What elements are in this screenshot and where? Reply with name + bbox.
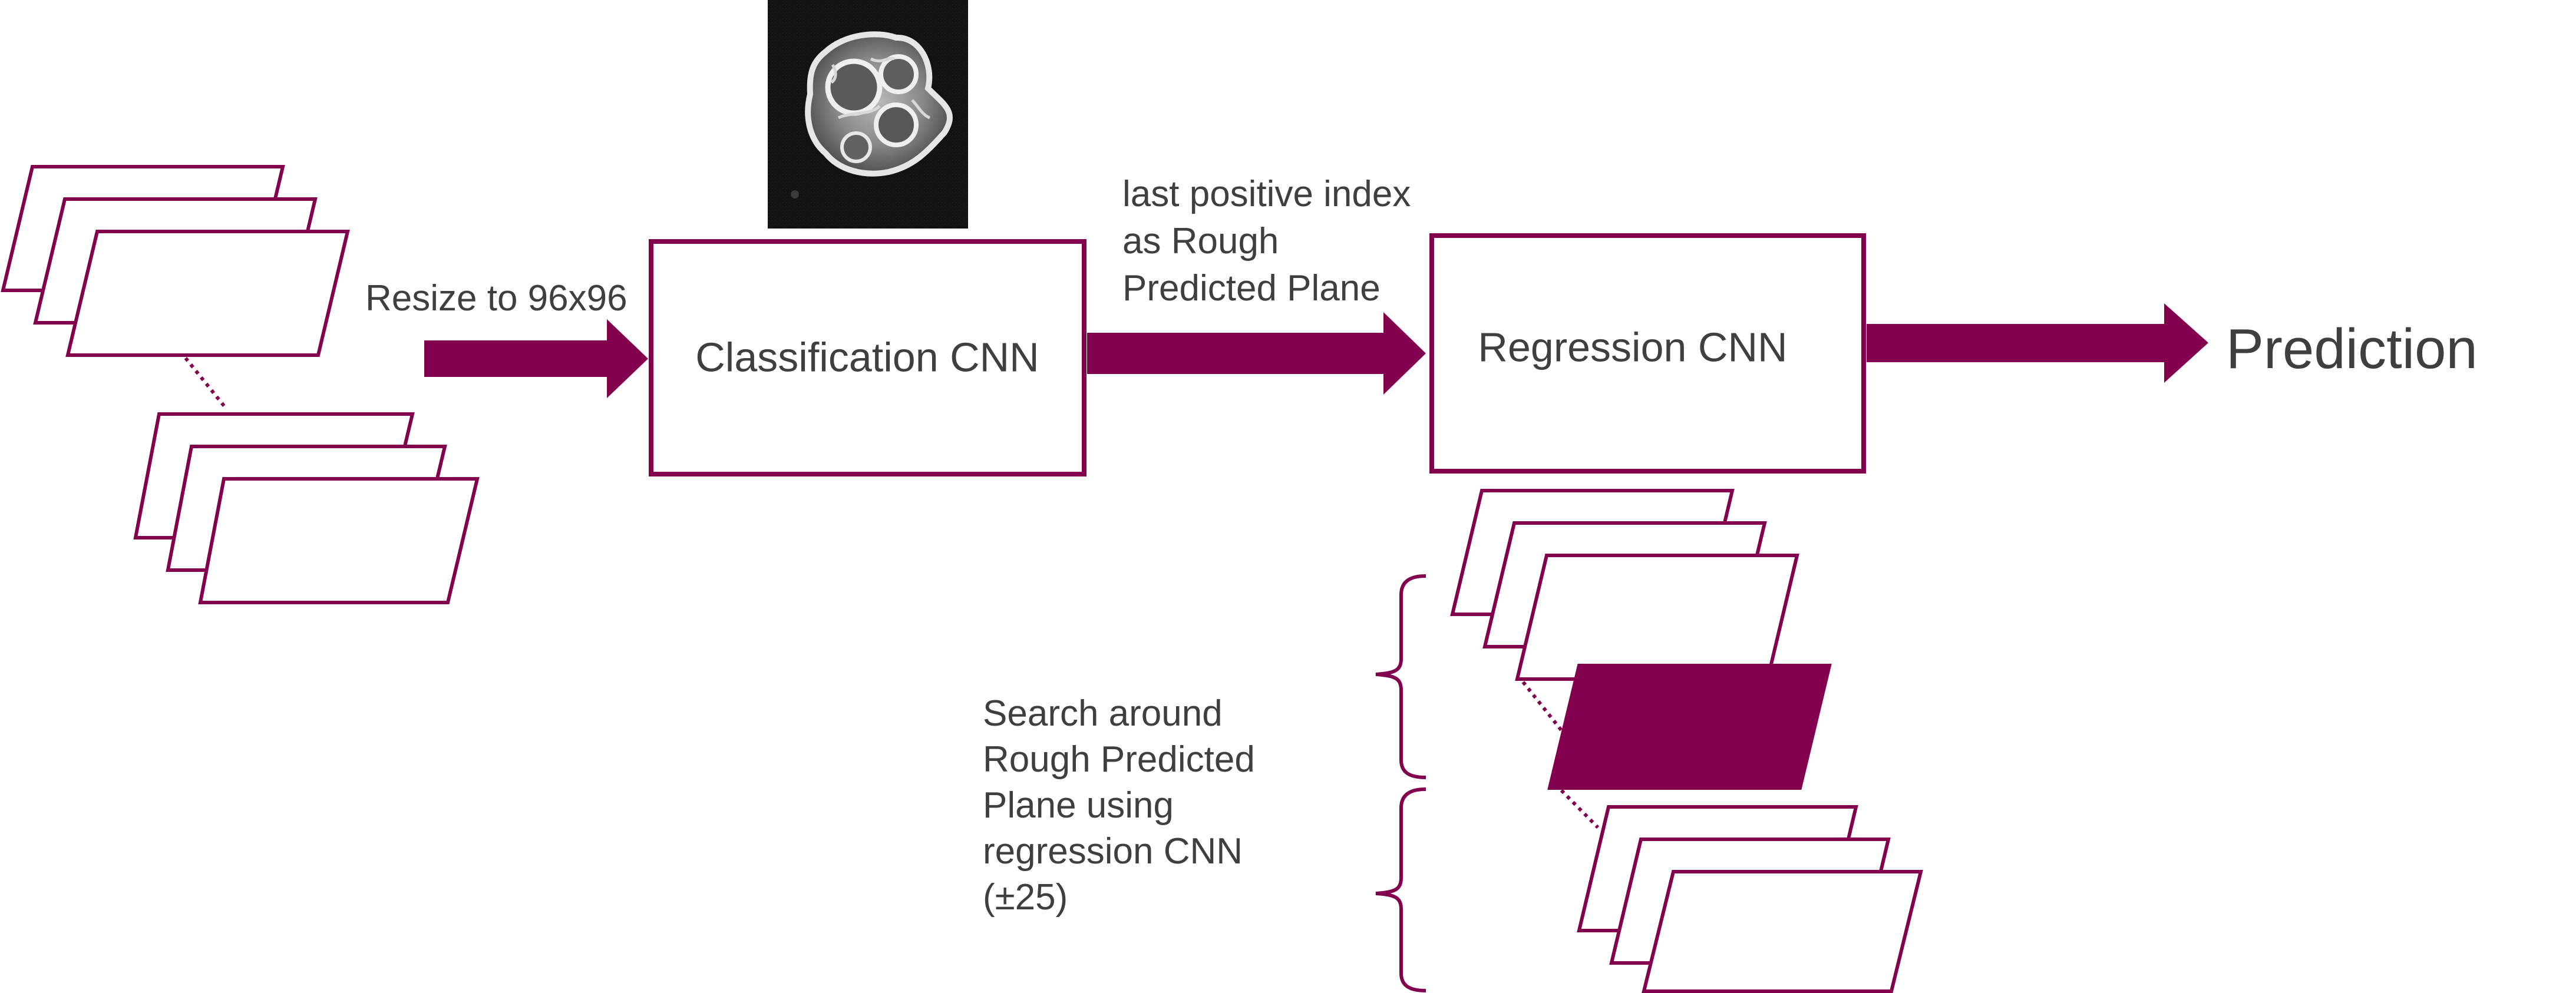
rough-plane-label-line: Predicted Plane	[1122, 268, 1381, 309]
ct-cavity	[874, 102, 919, 147]
search-slices-lower	[1577, 805, 1923, 993]
input-slice	[65, 230, 350, 357]
input-slice	[198, 477, 480, 604]
rough-plane-label-line: last positive index	[1122, 174, 1411, 214]
selected-plane-slice	[1547, 664, 1832, 790]
slice-continuation-dots	[184, 357, 229, 411]
search-label-line: Plane using	[983, 785, 1174, 826]
classification-cnn-box	[649, 239, 1086, 476]
search-label-line: Search around	[983, 693, 1223, 734]
prediction-label: Prediction	[2226, 317, 2478, 380]
classification-cnn-label: Classification CNN	[695, 334, 1039, 380]
search-label-line: Rough Predicted	[983, 739, 1255, 780]
ct-scan-image	[768, 0, 968, 229]
search-slice	[1642, 870, 1923, 993]
search-slices-upper	[1450, 489, 1799, 681]
ct-cavity	[879, 54, 919, 94]
input-slices-top	[1, 165, 350, 357]
arrow-to-prediction	[1867, 303, 2208, 383]
search-continuation-dots	[1521, 681, 1563, 731]
ct-trabecular-detail	[830, 57, 931, 120]
regression-cnn-box	[1429, 233, 1866, 474]
search-range-brace-upper	[1375, 574, 1426, 779]
arrow-to-regression	[1087, 312, 1426, 395]
input-slices-bottom	[133, 412, 480, 604]
search-label-line: regression CNN	[983, 831, 1243, 872]
regression-cnn-label: Regression CNN	[1478, 324, 1787, 370]
ct-cavity	[840, 131, 872, 163]
rough-plane-label-line: as Rough	[1122, 221, 1279, 262]
search-slice	[1515, 554, 1799, 681]
arrow-to-classification	[424, 319, 648, 398]
search-continuation-dots	[1560, 789, 1600, 829]
search-range-brace-lower	[1375, 787, 1426, 992]
search-label: Search around Rough Predicted Plane usin…	[983, 693, 1265, 918]
search-label-line: (±25)	[983, 877, 1068, 918]
resize-label: Resize to 96x96	[365, 278, 628, 319]
rough-plane-label: last positive index as Rough Predicted P…	[1122, 174, 1421, 309]
